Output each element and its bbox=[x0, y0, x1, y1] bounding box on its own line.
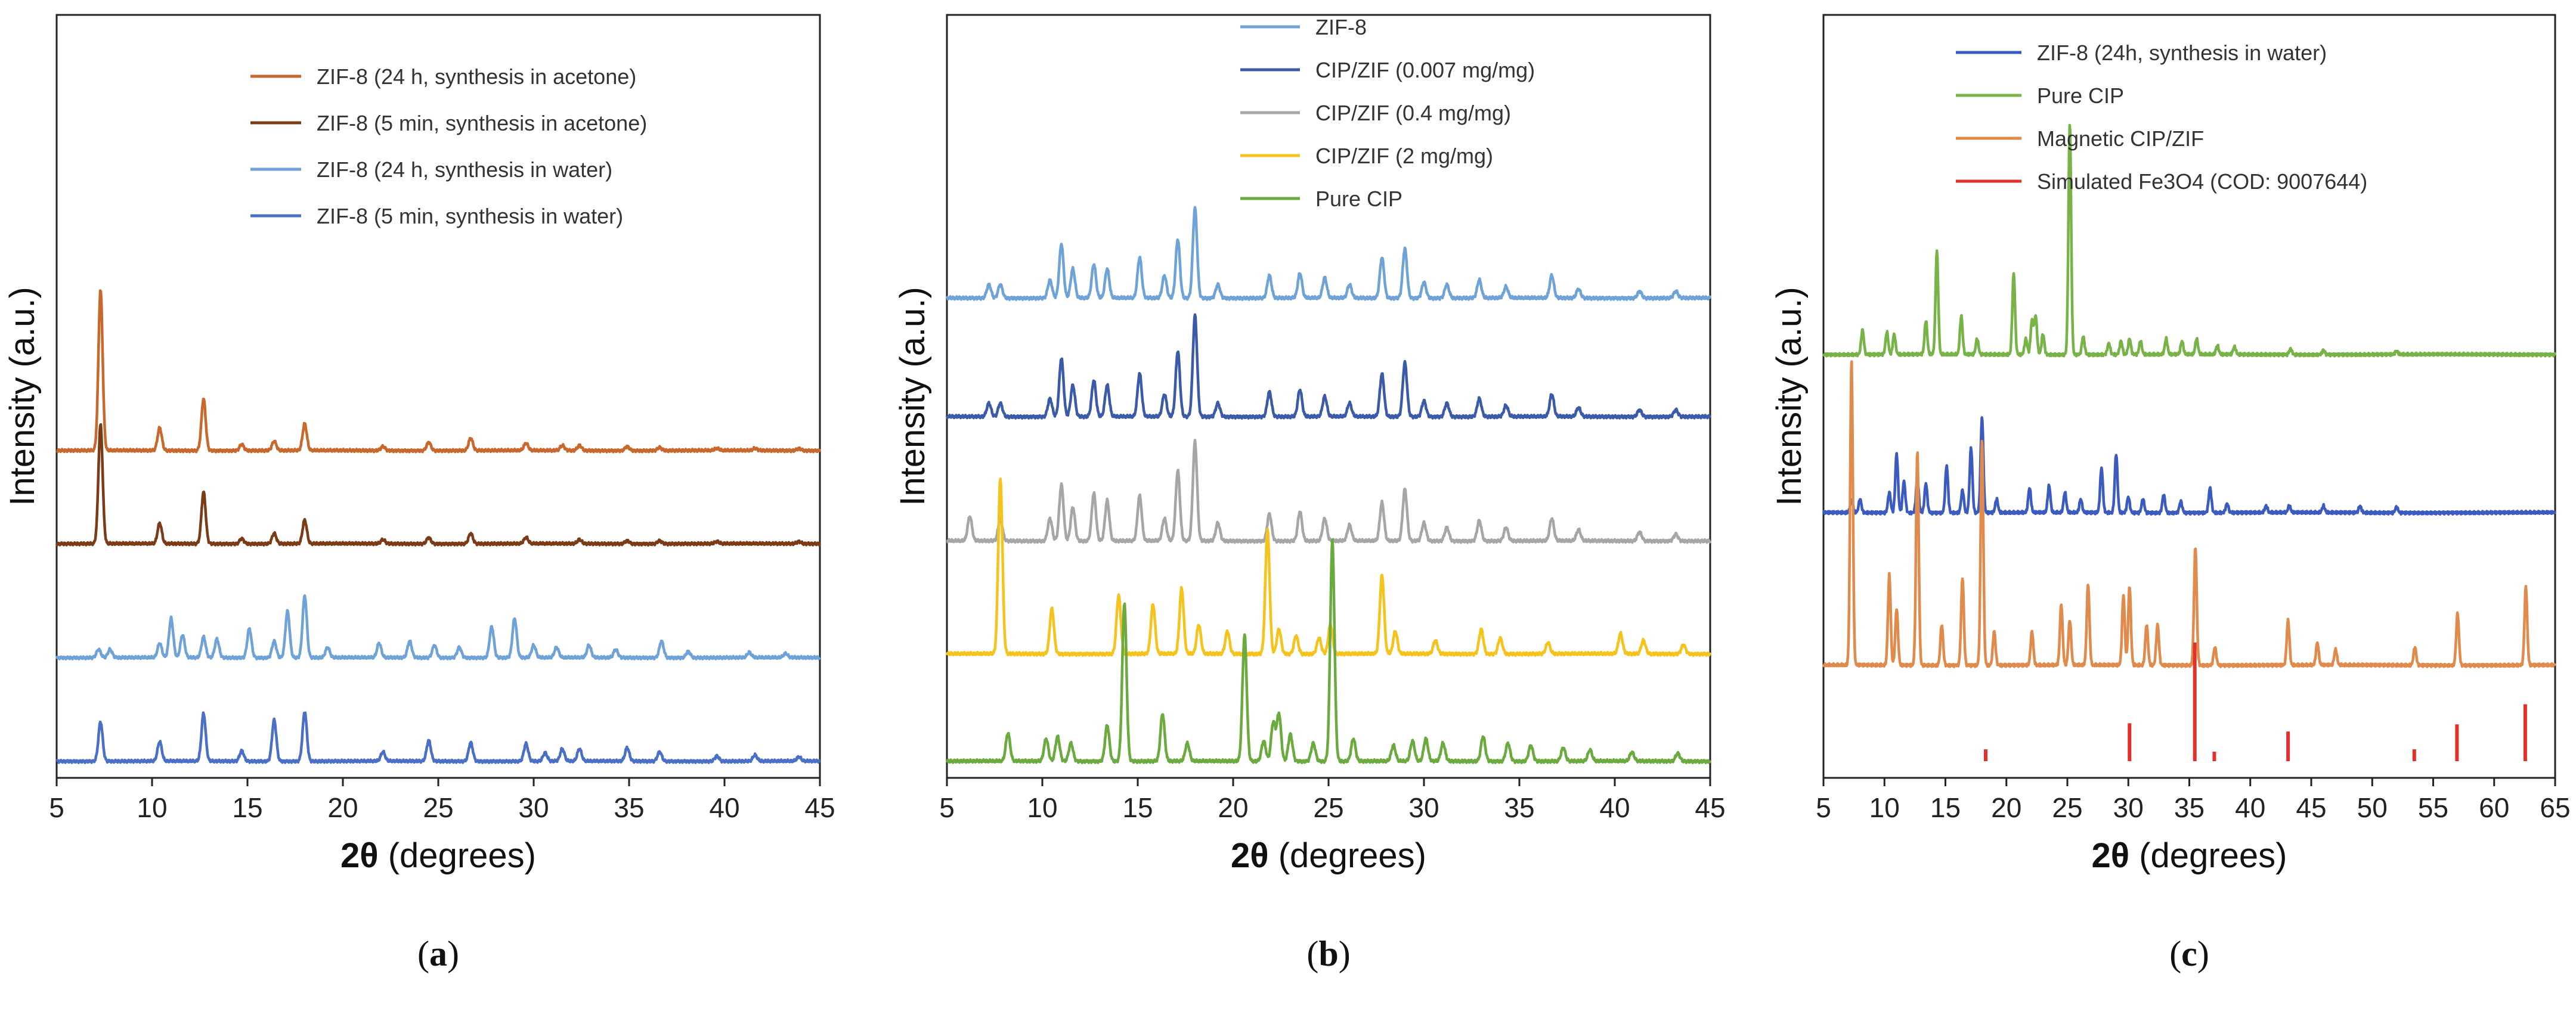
x-axis-title-a: 2θ (degrees) bbox=[340, 836, 536, 875]
x-tick-label-b-25: 25 bbox=[1313, 792, 1343, 823]
series-c-pure-cip bbox=[1822, 123, 2557, 358]
x-axis-symbol: 2θ bbox=[2092, 836, 2130, 875]
x-tick-label-a-30: 30 bbox=[518, 792, 549, 823]
x-axis-units: (degrees) bbox=[1269, 836, 1426, 875]
x-tick-label-c-25: 25 bbox=[2052, 792, 2082, 823]
x-tick-label-c-35: 35 bbox=[2174, 792, 2205, 823]
legend-label-b-4: Pure CIP bbox=[1315, 187, 1402, 211]
x-tick-label-b-35: 35 bbox=[1504, 792, 1534, 823]
legend-label-a-1: ZIF-8 (5 min, synthesis in acetone) bbox=[317, 111, 647, 135]
series-b-pure-cip bbox=[946, 538, 1712, 765]
legend-c: ZIF-8 (24h, synthesis in water) Pure CIP M… bbox=[1956, 41, 2367, 194]
x-tick-label-a-45: 45 bbox=[804, 792, 835, 823]
x-tick-label-c-50: 50 bbox=[2357, 792, 2388, 823]
series-b-cip-zif-2-mg-mg bbox=[945, 477, 1711, 657]
x-axis-title-c: 2θ (degrees) bbox=[2092, 836, 2287, 875]
x-axis-units: (degrees) bbox=[2129, 836, 2287, 875]
legend-label-b-3: CIP/ZIF (2 mg/mg) bbox=[1315, 144, 1493, 168]
legend-label-b-1: CIP/ZIF (0.007 mg/mg) bbox=[1315, 58, 1535, 82]
series-c-zif-8-24h-synthesis-in-water bbox=[1822, 416, 2557, 516]
series-a-zif-8-24-h-synthesis-in-acetone bbox=[55, 289, 822, 454]
x-tick-label-a-40: 40 bbox=[709, 792, 739, 823]
y-axis-title-a: Intensity (a.u.) bbox=[3, 287, 42, 505]
panel-b: 5 10 15 20 25 30 35 40 45 2θ (degrees) Intensity (… bbox=[893, 14, 1726, 973]
caption-c: (c) bbox=[2169, 934, 2209, 973]
x-tick-label-a-35: 35 bbox=[614, 792, 644, 823]
caption-b: (b) bbox=[1306, 934, 1350, 973]
x-tick-label-c-10: 10 bbox=[1869, 792, 1900, 823]
x-tick-label-b-45: 45 bbox=[1695, 792, 1725, 823]
series-a-zif-8-24-h-synthesis-in-water bbox=[55, 594, 821, 661]
x-tick-label-a-15: 15 bbox=[232, 792, 262, 823]
legend-label-c-1: Pure CIP bbox=[2037, 83, 2124, 108]
series-a-zif-8-5-min-synthesis-in-water bbox=[55, 711, 821, 764]
x-tick-label-a-20: 20 bbox=[327, 792, 358, 823]
x-axis-symbol: 2θ bbox=[1231, 836, 1269, 875]
x-tick-label-b-40: 40 bbox=[1599, 792, 1630, 823]
series-b-cip-zif-0-4-mg-mg bbox=[946, 439, 1712, 544]
x-tick-label-c-65: 65 bbox=[2540, 792, 2570, 823]
x-tick-label-c-55: 55 bbox=[2418, 792, 2448, 823]
series-c-simulated-fe3o4-cod-9007644 bbox=[1983, 643, 2527, 761]
caption-a: (a) bbox=[417, 934, 459, 973]
y-axis-title-b: Intensity (a.u.) bbox=[893, 287, 932, 505]
x-tick-label-c-40: 40 bbox=[2235, 792, 2265, 823]
x-tick-label-a-25: 25 bbox=[423, 792, 453, 823]
x-tick-label-a-5: 5 bbox=[49, 792, 64, 823]
x-tick-label-b-10: 10 bbox=[1027, 792, 1057, 823]
legend-label-c-3: Simulated Fe3O4 (COD: 9007644) bbox=[2037, 169, 2367, 194]
x-tick-label-b-5: 5 bbox=[939, 792, 955, 823]
x-tick-label-c-30: 30 bbox=[2113, 792, 2144, 823]
series-b-zif-8 bbox=[946, 206, 1712, 302]
caption-letter: b bbox=[1318, 934, 1338, 973]
x-axis-title-b: 2θ (degrees) bbox=[1231, 836, 1426, 875]
x-tick-label-c-60: 60 bbox=[2479, 792, 2509, 823]
x-tick-label-b-20: 20 bbox=[1218, 792, 1248, 823]
legend-a: ZIF-8 (24 h, synthesis in acetone) ZIF-8 … bbox=[250, 64, 647, 228]
legend-label-a-0: ZIF-8 (24 h, synthesis in acetone) bbox=[317, 64, 636, 89]
legend-label-c-2: Magnetic CIP/ZIF bbox=[2037, 126, 2204, 151]
legend-label-a-3: ZIF-8 (5 min, synthesis in water) bbox=[317, 204, 623, 228]
caption-close-paren: ) bbox=[447, 934, 459, 973]
caption-open-paren: ( bbox=[2169, 934, 2181, 973]
y-axis-title-c: Intensity (a.u.) bbox=[1770, 287, 1809, 505]
caption-open-paren: ( bbox=[1306, 934, 1318, 973]
series-b-cip-zif-0-007-mg-mg bbox=[945, 313, 1711, 420]
series-a-zif-8-5-min-synthesis-in-acetone bbox=[55, 423, 822, 547]
panel-c: 5 10 15 20 25 30 35 40 45 50 55 60 65 2θ (degrees) Int… bbox=[1770, 14, 2571, 973]
x-tick-label-b-30: 30 bbox=[1408, 792, 1439, 823]
x-tick-label-c-45: 45 bbox=[2296, 792, 2326, 823]
caption-letter: c bbox=[2181, 934, 2197, 973]
x-tick-label-b-15: 15 bbox=[1122, 792, 1153, 823]
caption-letter: a bbox=[429, 934, 447, 973]
x-axis-symbol: 2θ bbox=[340, 836, 379, 875]
legend-label-a-2: ZIF-8 (24 h, synthesis in water) bbox=[317, 157, 612, 182]
x-tick-label-c-5: 5 bbox=[1816, 792, 1831, 823]
x-tick-label-c-20: 20 bbox=[1991, 792, 2021, 823]
legend-label-b-2: CIP/ZIF (0.4 mg/mg) bbox=[1315, 101, 1511, 125]
legend-label-c-0: ZIF-8 (24h, synthesis in water) bbox=[2037, 41, 2327, 65]
panel-a: 5 10 15 20 25 30 35 40 45 2θ (degrees) Intensity (… bbox=[3, 14, 835, 973]
caption-close-paren: ) bbox=[1339, 934, 1351, 973]
x-axis-units: (degrees) bbox=[379, 836, 536, 875]
x-tick-label-c-15: 15 bbox=[1930, 792, 1961, 823]
legend-b: ZIF-8 CIP/ZIF (0.007 mg/mg) CIP/ZIF (0.4 m… bbox=[1240, 15, 1535, 211]
caption-open-paren: ( bbox=[417, 934, 429, 973]
series-c-magnetic-cip-zif bbox=[1822, 360, 2557, 668]
caption-close-paren: ) bbox=[2197, 934, 2209, 973]
x-tick-label-a-10: 10 bbox=[137, 792, 167, 823]
legend-label-b-0: ZIF-8 bbox=[1315, 15, 1367, 39]
